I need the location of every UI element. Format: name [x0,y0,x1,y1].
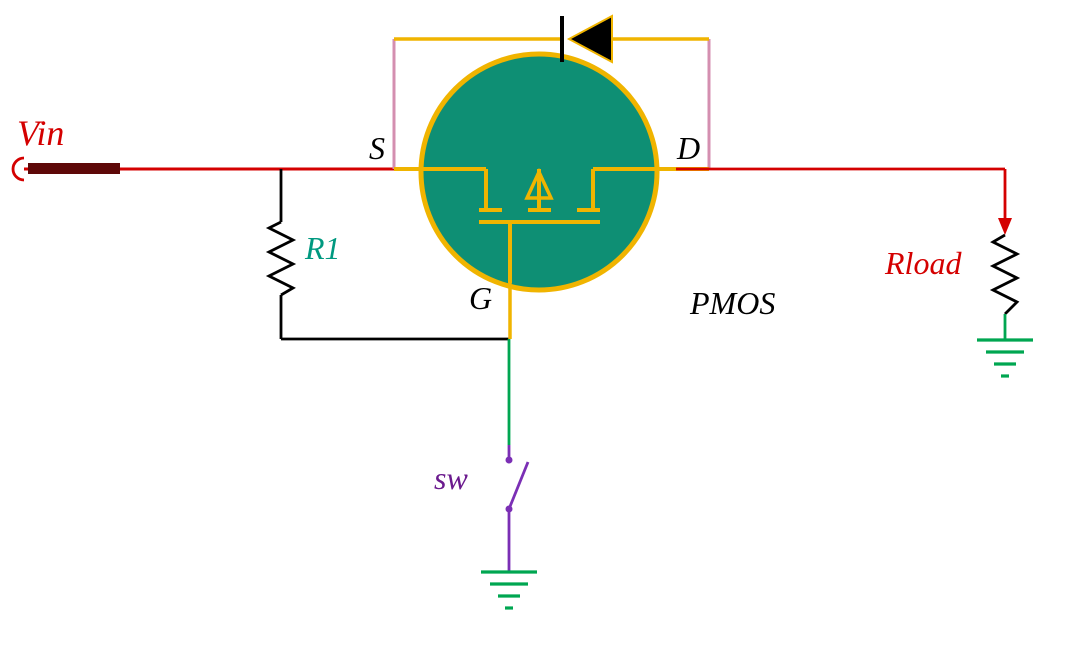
ground-rload [977,340,1033,376]
label-sw: sw [434,460,468,497]
label-g: G [469,280,492,317]
vin-inner-bar [28,163,120,174]
vin-terminal-arc [13,158,24,180]
resistor-rload [993,235,1017,314]
label-rload: Rload [885,245,961,282]
label-d: D [677,130,700,167]
label-pmos: PMOS [690,285,775,322]
label-s: S [369,130,385,167]
sw-arm [509,462,528,509]
arrow-rload [998,218,1012,235]
resistor-r1 [269,222,293,295]
label-vin: Vin [17,112,64,154]
label-r1: R1 [305,230,341,267]
diode-triangle [569,16,612,62]
sw-contact-top [506,457,513,464]
ground-sw [481,572,537,608]
